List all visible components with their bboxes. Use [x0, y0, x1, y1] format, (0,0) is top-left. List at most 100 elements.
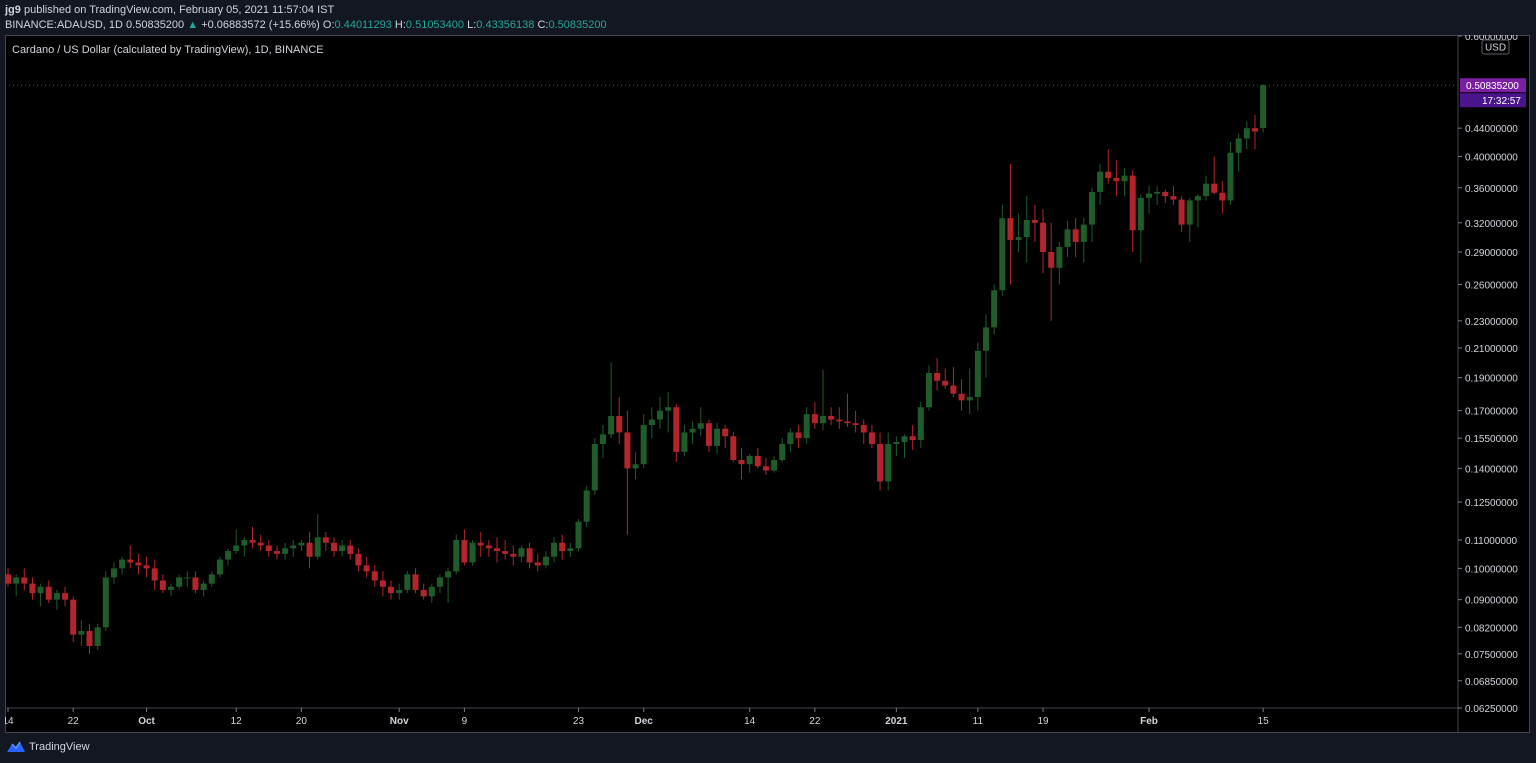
- time-axis[interactable]: 14 22 Oct 12 20 Nov 9 23 Dec 14 22 2021 11 19 Feb 15: [5, 707, 1458, 727]
- candle-body: [1072, 229, 1079, 242]
- candle-body: [1186, 200, 1193, 225]
- time-tick-label: Nov: [390, 716, 409, 727]
- candle-body: [925, 372, 932, 408]
- candle-body: [983, 327, 989, 351]
- candle-body: [257, 542, 264, 546]
- candle-body: [795, 432, 802, 439]
- candle-body: [322, 537, 329, 543]
- candle-body: [45, 586, 52, 600]
- candle-body: [339, 545, 346, 552]
- open-label: O:: [322, 19, 335, 31]
- candle-body: [428, 586, 435, 597]
- candle-body: [583, 490, 590, 522]
- candle-body: [347, 545, 354, 554]
- candle-body: [485, 545, 492, 549]
- price-change: +0.06883572 (+15.66%): [201, 19, 320, 31]
- price-tick-label: 0.08200000: [1465, 623, 1518, 634]
- candle-body: [1146, 193, 1152, 198]
- price-tick-label: 0.12500000: [1465, 498, 1518, 509]
- candle-body: [477, 542, 484, 546]
- candle-body: [135, 562, 142, 566]
- candle-body: [21, 577, 28, 584]
- candle-body: [5, 574, 11, 584]
- candle-body: [974, 350, 981, 398]
- symbol-info: BINANCE:ADAUSD, 1D: [5, 19, 123, 31]
- candle-body: [673, 407, 680, 452]
- candle-body: [102, 577, 109, 628]
- candle-body: [420, 589, 427, 597]
- candle-body: [689, 428, 696, 433]
- candle-body: [722, 428, 729, 437]
- candle-body: [298, 542, 305, 546]
- candle-body: [681, 432, 688, 452]
- price-tick-label: 0.44000000: [1465, 124, 1518, 135]
- candle-body: [844, 421, 851, 424]
- price-tick-label: 0.32000000: [1465, 219, 1518, 230]
- currency-badge[interactable]: [1481, 39, 1510, 55]
- open-value: 0.44011293: [334, 19, 392, 31]
- candle-body: [331, 542, 337, 552]
- candle-body: [1227, 152, 1234, 201]
- price-tick-label: 0.17000000: [1465, 407, 1518, 418]
- candle-body: [934, 372, 941, 381]
- candle-body: [966, 397, 973, 401]
- candle-body: [559, 542, 566, 552]
- candle-body: [233, 545, 240, 552]
- candle-body: [762, 466, 769, 471]
- low-label: L:: [467, 19, 477, 31]
- candle-body: [94, 627, 101, 647]
- candle-body: [1040, 222, 1047, 253]
- ohlc-line: BINANCE:ADAUSD, 1D 0.50835200 ▲ +0.06883…: [5, 19, 607, 31]
- chart-title: Cardano / US Dollar (calculated by Tradi…: [12, 44, 324, 56]
- candle-body: [820, 415, 826, 424]
- candle-body: [143, 565, 150, 569]
- candle-body: [852, 423, 859, 426]
- candle-body: [738, 460, 745, 465]
- candle-body: [1088, 191, 1095, 225]
- last-price-badge-label: 0.50835200: [1466, 81, 1519, 92]
- candle-body: [184, 577, 191, 579]
- candle-body: [1048, 252, 1055, 268]
- candle-body: [13, 577, 20, 584]
- time-tick-label: 22: [68, 716, 80, 727]
- candle-body: [249, 540, 256, 543]
- candle-body: [787, 432, 794, 444]
- price-axis[interactable]: 0.60000000 0.44000000 0.40000000 0.36000000…: [1457, 35, 1526, 733]
- candle-body: [412, 574, 419, 590]
- candle-body: [868, 432, 875, 444]
- author-name[interactable]: jg9: [5, 4, 21, 16]
- tradingview-brand[interactable]: TradingView: [29, 741, 90, 753]
- price-tick-label: 0.60000000: [1465, 35, 1518, 43]
- time-tick-label: Oct: [138, 716, 155, 727]
- candle-body: [192, 577, 199, 590]
- candle-body: [1170, 196, 1177, 200]
- candle-body: [730, 436, 737, 461]
- candle-body: [714, 428, 721, 446]
- candle-body: [877, 443, 884, 482]
- up-arrow-icon: ▲: [187, 19, 199, 31]
- time-tick-label: 15: [1258, 716, 1270, 727]
- time-tick-label: Dec: [635, 716, 654, 727]
- candle-body: [241, 540, 248, 546]
- candle-body: [942, 380, 949, 386]
- candle-body: [1031, 219, 1038, 223]
- candle-body: [1154, 191, 1161, 194]
- candle-body: [379, 580, 386, 587]
- candle-body: [991, 290, 998, 328]
- candlestick-chart[interactable]: Cardano / US Dollar (calculated by Tradi…: [5, 35, 1530, 733]
- countdown-badge: [1460, 93, 1526, 108]
- candle-body: [1243, 128, 1250, 139]
- price-tick-label: 0.10000000: [1465, 564, 1518, 575]
- candle-body: [885, 443, 892, 482]
- close-label: C:: [537, 19, 549, 31]
- candle-body: [494, 548, 500, 552]
- candles-group: [5, 83, 1458, 654]
- candle-body: [151, 568, 158, 581]
- high-value: 0.51053400: [405, 19, 465, 31]
- time-tick-label: 23: [573, 716, 585, 727]
- candle-body: [1023, 219, 1030, 238]
- candle-body: [119, 559, 126, 569]
- price-tick-label: 0.29000000: [1465, 248, 1518, 259]
- candle-body: [1007, 218, 1014, 240]
- time-tick-label: 9: [462, 716, 468, 727]
